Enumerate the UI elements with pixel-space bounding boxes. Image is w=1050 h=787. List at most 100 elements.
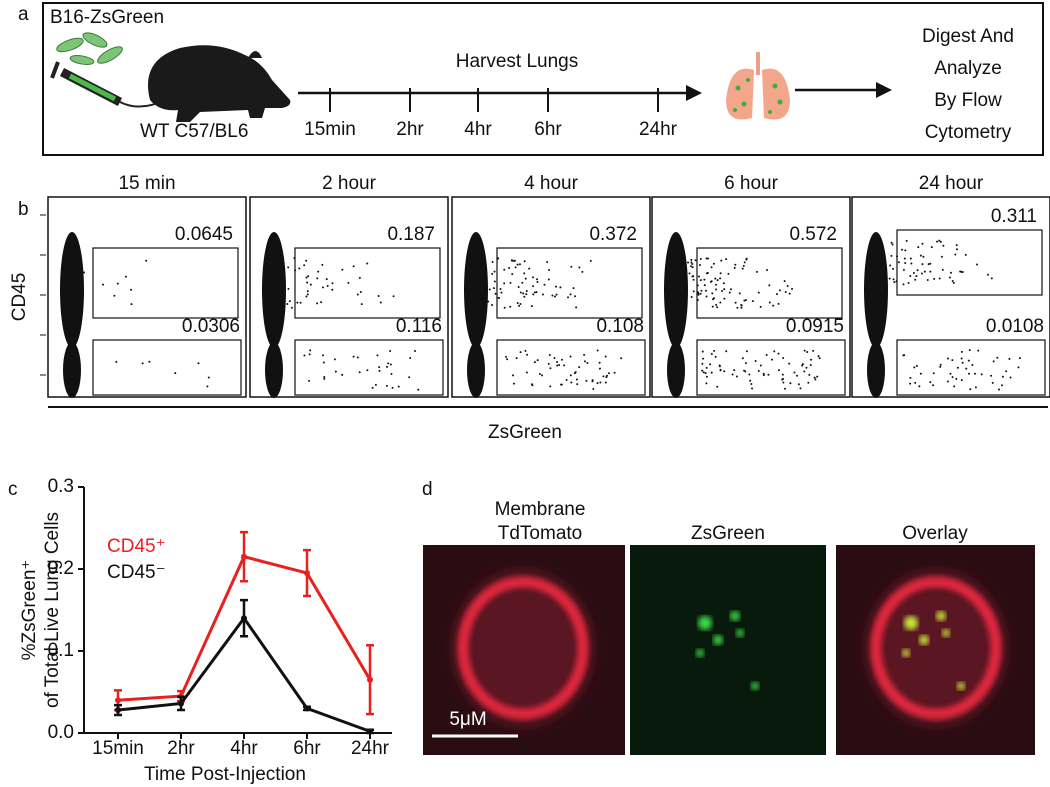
event-dot bbox=[710, 352, 713, 355]
event-dot bbox=[750, 382, 753, 385]
event-dot bbox=[569, 355, 572, 358]
event-dot bbox=[497, 297, 500, 300]
event-dot bbox=[607, 372, 610, 375]
event-dot bbox=[491, 272, 494, 275]
event-dot bbox=[521, 281, 524, 284]
event-dot bbox=[704, 372, 707, 375]
event-dot bbox=[690, 258, 693, 261]
event-dot bbox=[694, 259, 697, 262]
event-dot bbox=[578, 366, 581, 369]
event-dot bbox=[781, 378, 784, 381]
event-dot bbox=[305, 259, 308, 262]
event-dot bbox=[377, 295, 380, 298]
event-dot bbox=[488, 288, 491, 291]
event-dot bbox=[581, 270, 584, 273]
event-dot bbox=[207, 376, 210, 379]
event-dot bbox=[698, 264, 701, 267]
event-dot bbox=[305, 295, 308, 298]
x-axis-label: ZsGreen bbox=[488, 422, 562, 443]
x-axis-label: Time Post-Injection bbox=[144, 764, 306, 785]
event-dot bbox=[929, 262, 932, 265]
event-dot bbox=[949, 271, 952, 274]
event-dot bbox=[605, 374, 608, 377]
data-point bbox=[304, 705, 310, 712]
event-dot bbox=[716, 306, 719, 309]
event-dot bbox=[604, 381, 607, 384]
event-dot bbox=[409, 356, 412, 359]
timepoint-label: 24hr bbox=[639, 119, 678, 140]
event-dot bbox=[992, 360, 995, 363]
event-dot bbox=[288, 300, 291, 303]
event-dot bbox=[145, 259, 148, 262]
final-step: Analyze bbox=[934, 58, 1002, 79]
event-dot bbox=[596, 382, 599, 385]
event-dot bbox=[586, 361, 589, 364]
cell-cluster bbox=[464, 232, 488, 348]
event-dot bbox=[788, 292, 791, 295]
event-dot bbox=[810, 358, 813, 361]
event-dot bbox=[703, 278, 706, 281]
event-dot bbox=[414, 350, 417, 353]
event-dot bbox=[578, 266, 581, 269]
event-dot bbox=[929, 381, 932, 384]
data-point bbox=[115, 707, 121, 714]
panel-label: d bbox=[422, 479, 433, 500]
event-dot bbox=[583, 353, 586, 356]
event-dot bbox=[705, 295, 708, 298]
event-dot bbox=[525, 371, 528, 374]
event-dot bbox=[712, 262, 715, 265]
event-dot bbox=[736, 306, 739, 309]
event-dot bbox=[705, 272, 708, 275]
gate-value: 0.372 bbox=[589, 224, 637, 245]
event-dot bbox=[326, 284, 329, 287]
event-dot bbox=[115, 360, 118, 363]
event-dot bbox=[518, 304, 521, 307]
event-dot bbox=[716, 279, 719, 282]
event-dot bbox=[745, 350, 748, 353]
event-dot bbox=[960, 350, 963, 353]
event-dot bbox=[955, 244, 958, 247]
event-dot bbox=[541, 293, 544, 296]
event-dot bbox=[596, 349, 599, 352]
event-dot bbox=[555, 293, 558, 296]
event-dot bbox=[803, 370, 806, 373]
event-dot bbox=[915, 365, 918, 368]
legend-entry: CD45⁻ bbox=[107, 562, 166, 583]
final-step: Digest And bbox=[922, 26, 1014, 47]
event-dot bbox=[751, 300, 754, 303]
event-dot bbox=[932, 384, 935, 387]
event-dot bbox=[524, 349, 527, 352]
image-title: Overlay bbox=[902, 523, 968, 544]
event-dot bbox=[902, 283, 905, 286]
event-dot bbox=[514, 266, 517, 269]
event-dot bbox=[783, 387, 786, 390]
event-dot bbox=[743, 299, 746, 302]
event-dot bbox=[901, 248, 904, 251]
event-dot bbox=[347, 281, 350, 284]
event-dot bbox=[569, 293, 572, 296]
event-dot bbox=[782, 381, 785, 384]
event-dot bbox=[977, 349, 980, 352]
event-dot bbox=[303, 264, 306, 267]
event-dot bbox=[503, 268, 506, 271]
event-dot bbox=[560, 383, 563, 386]
event-dot bbox=[532, 293, 535, 296]
y-tick-label: 0.0 bbox=[48, 722, 74, 743]
event-dot bbox=[548, 268, 551, 271]
event-dot bbox=[503, 306, 506, 309]
event-dot bbox=[754, 360, 757, 363]
event-dot bbox=[892, 278, 895, 281]
plot-title: 2 hour bbox=[322, 173, 377, 194]
event-dot bbox=[730, 288, 733, 291]
event-dot bbox=[1001, 375, 1004, 378]
event-dot bbox=[770, 358, 773, 361]
event-dot bbox=[973, 372, 976, 375]
event-dot bbox=[713, 349, 716, 352]
event-dot bbox=[909, 376, 912, 379]
event-dot bbox=[536, 281, 539, 284]
event-dot bbox=[697, 275, 700, 278]
event-dot bbox=[956, 248, 959, 251]
final-step: By Flow bbox=[934, 90, 1002, 111]
event-dot bbox=[891, 267, 894, 270]
event-dot bbox=[890, 254, 893, 257]
